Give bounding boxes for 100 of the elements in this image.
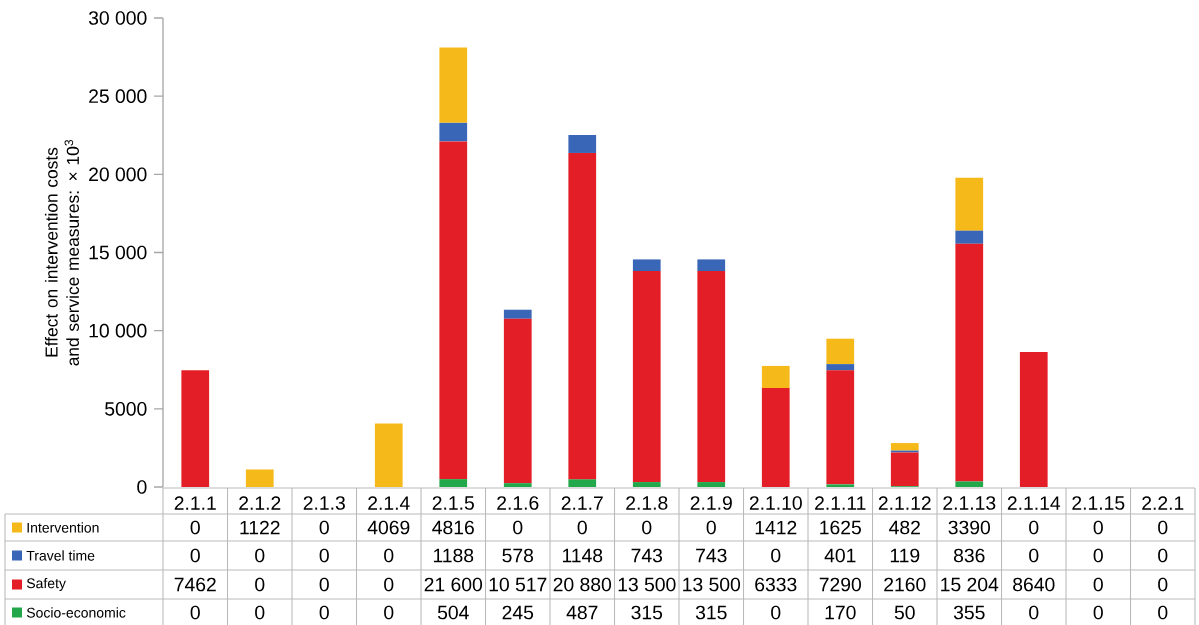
data-label: 21 600 [424, 577, 483, 592]
data-label: 0 [706, 520, 716, 535]
data-label: 6333 [755, 577, 797, 592]
x-tick-label: 2.1.8 [626, 496, 668, 510]
data-label: 482 [889, 520, 920, 535]
bar [568, 135, 597, 153]
data-label: 487 [566, 605, 598, 620]
y-tick-label: 20 000 [89, 167, 147, 182]
bar [890, 443, 919, 451]
x-tick-label: 2.1.12 [878, 496, 931, 510]
data-label: 0 [190, 548, 200, 563]
bar [955, 230, 984, 244]
data-label: 315 [631, 605, 663, 620]
data-label: 0 [1158, 548, 1168, 563]
bar [955, 177, 984, 231]
data-label: 0 [319, 605, 329, 620]
data-label: 0 [1093, 548, 1103, 563]
data-label: 245 [502, 605, 534, 620]
bar [826, 484, 855, 487]
data-label: 7290 [819, 577, 861, 592]
data-label: 13 500 [683, 577, 741, 592]
bar [503, 483, 532, 487]
data-label: 836 [953, 548, 985, 563]
data-label: 119 [890, 548, 920, 563]
data-label: 1412 [755, 520, 797, 535]
legend-label: Safety [26, 577, 66, 592]
data-label: 0 [1029, 548, 1039, 563]
bar [503, 309, 532, 319]
data-label: 401 [824, 548, 856, 563]
legend-label: Intervention [27, 522, 99, 533]
data-label: 0 [1158, 520, 1168, 535]
data-label: 0 [319, 548, 329, 563]
x-tick-label: 2.1.9 [690, 496, 732, 510]
y-axis-title: Effect on intervention costs and service measures: × 10$^{3}$ [44, 139, 79, 366]
x-tick-label: 2.1.14 [1007, 496, 1061, 510]
data-label: 0 [384, 548, 394, 563]
bar [181, 370, 210, 487]
data-label: 0 [771, 548, 781, 563]
bar [439, 141, 468, 480]
bar [826, 364, 855, 371]
x-tick-label: 2.1.15 [1072, 496, 1125, 510]
bar [568, 152, 597, 480]
data-label: 0 [1029, 605, 1039, 620]
data-label: 3390 [948, 520, 990, 535]
bar [697, 271, 726, 483]
bar [245, 469, 274, 487]
data-label: 1148 [562, 548, 603, 563]
x-tick-label: 2.1.4 [368, 496, 410, 510]
data-label: 0 [771, 605, 781, 620]
data-label: 0 [255, 577, 265, 592]
bar [826, 370, 855, 485]
data-label: 1122 [240, 520, 280, 535]
data-label: 170 [825, 605, 856, 620]
x-tick-label: 2.1.6 [497, 496, 539, 510]
data-label: 4816 [432, 520, 474, 535]
bar [374, 423, 403, 487]
data-label: 504 [437, 605, 469, 620]
y-tick-label: 30 000 [88, 11, 147, 25]
x-tick-label: 2.1.11 [815, 496, 866, 510]
bar [503, 318, 532, 484]
data-label: 10 517 [489, 577, 547, 592]
bar [955, 243, 984, 482]
data-label: 2160 [884, 577, 926, 592]
y-tick-label: 15 000 [89, 245, 147, 260]
bar [761, 365, 790, 388]
data-label: 0 [513, 520, 523, 535]
data-label: 0 [642, 520, 652, 535]
bar [632, 259, 661, 272]
x-tick-label: 2.1.3 [303, 496, 345, 510]
bar [697, 482, 726, 487]
bar [632, 482, 661, 487]
data-label: 578 [502, 548, 534, 563]
bar [1019, 351, 1048, 487]
bar [890, 452, 919, 487]
x-tick-label: 2.1.10 [749, 496, 802, 510]
data-label: 743 [631, 548, 663, 563]
data-label: 0 [384, 577, 394, 592]
legend-label: Socio-economic [26, 607, 126, 618]
y-tick-label: 0 [137, 480, 147, 494]
y-tick-label: 25 000 [89, 89, 147, 104]
bar [697, 259, 726, 272]
data-label: 1625 [820, 520, 861, 535]
data-label: 315 [695, 605, 727, 620]
data-label: 0 [190, 520, 200, 535]
x-tick-label: 2.1.1 [174, 496, 216, 510]
bar [439, 122, 468, 142]
data-label: 0 [1158, 577, 1168, 592]
data-label: 0 [1158, 605, 1168, 620]
data-label: 13 500 [618, 577, 676, 592]
data-label: 1188 [433, 548, 474, 563]
bar [439, 47, 468, 123]
bar [761, 387, 790, 487]
data-label: 4069 [367, 520, 410, 535]
x-tick-label: 2.1.5 [432, 496, 474, 510]
x-tick-label: 2.2.1 [1142, 496, 1184, 510]
data-label: 0 [319, 577, 329, 592]
data-label: 0 [384, 605, 394, 620]
data-label: 0 [1029, 520, 1039, 535]
y-tick-label: 5000 [105, 401, 147, 416]
data-label: 0 [1093, 605, 1103, 620]
